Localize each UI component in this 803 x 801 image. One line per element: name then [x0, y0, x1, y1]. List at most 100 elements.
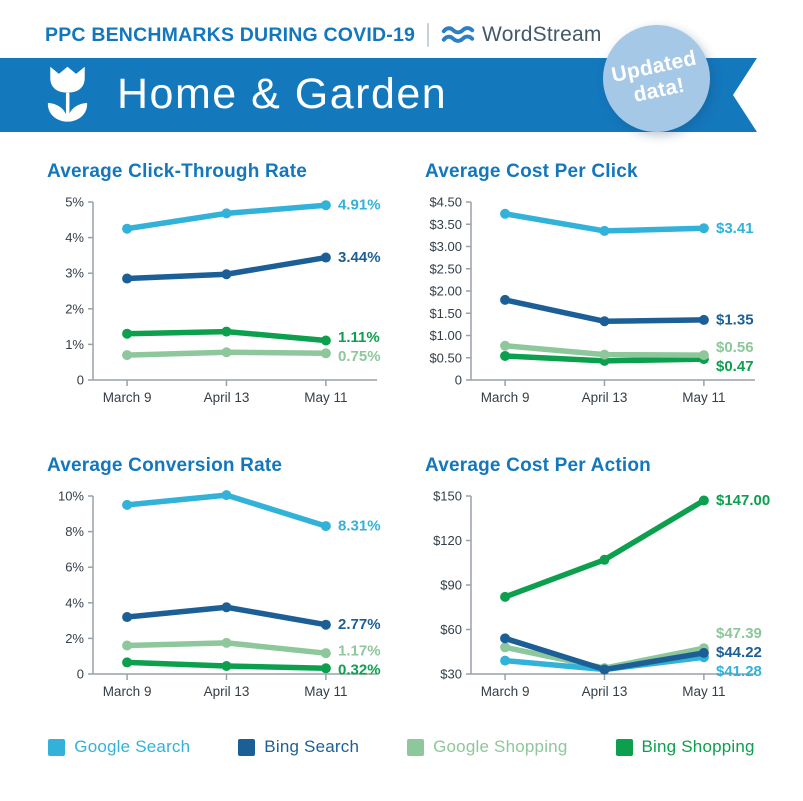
y-tick-label: $3.00: [429, 239, 462, 254]
y-tick-label: $1.00: [429, 328, 462, 343]
brand-name: WordStream: [482, 23, 602, 46]
y-tick-label: 6%: [65, 560, 84, 575]
chart-average-conversion-rate: Average Conversion Rate 10% 8% 6% 4% 2% 0 March…: [45, 455, 405, 726]
value-label-bing_search: $44.22: [716, 644, 762, 661]
value-label-bing_shopping: 1.11%: [338, 329, 380, 346]
legend-label: Bing Search: [264, 737, 360, 756]
y-tick-label: 0: [77, 373, 84, 388]
series-point-bing_shopping: [122, 328, 133, 339]
series-point-bing_search: [221, 269, 232, 280]
series-point-google_search: [500, 655, 511, 666]
series-point-bing_shopping: [500, 591, 511, 602]
chart-plot: 10% 8% 6% 4% 2% 0 March 9 April 13 May 11 8.31% 2.…: [58, 489, 381, 700]
legend-item-bing_shopping: Bing Shopping: [615, 737, 755, 757]
value-label-bing_search: 3.44%: [338, 249, 381, 266]
legend-item-bing_search: Bing Search: [238, 737, 359, 757]
series-point-bing_shopping: [698, 495, 709, 506]
series-point-bing_search: [122, 273, 133, 284]
x-tick-label: March 9: [481, 390, 530, 405]
y-tick-label: 2%: [65, 301, 84, 316]
series-point-bing_search: [500, 633, 511, 644]
series-point-google_search: [500, 208, 511, 219]
wordstream-brand: WordStream: [441, 23, 601, 47]
value-label-google_search: $41.28: [716, 663, 762, 680]
tulip-icon: [44, 65, 91, 125]
x-tick-label: April 13: [204, 684, 250, 699]
series-point-bing_shopping: [221, 326, 232, 337]
series-point-bing_shopping: [599, 554, 610, 565]
y-tick-label: 8%: [65, 524, 84, 539]
y-tick-label: $1.50: [429, 306, 462, 321]
y-tick-label: 10%: [58, 489, 84, 504]
series-point-google_shopping: [221, 347, 232, 358]
series-point-google_search: [122, 223, 133, 234]
divider: [427, 23, 430, 47]
legend: Google Search Bing Search Google Shopping B…: [0, 737, 803, 757]
legend-swatch-bing_shopping: [615, 738, 633, 756]
series-point-google_search: [698, 223, 709, 234]
x-tick-label: May 11: [682, 390, 725, 405]
topbar: PPC BENCHMARKS DURING COVID-19 WordStrea…: [45, 21, 602, 49]
x-tick-label: April 13: [204, 390, 250, 405]
series-point-google_shopping: [320, 648, 331, 659]
series-point-google_search: [221, 490, 232, 501]
series-point-bing_search: [500, 294, 511, 305]
series-point-bing_search: [698, 647, 709, 658]
series-point-google_shopping: [122, 350, 133, 361]
series-point-google_search: [221, 208, 232, 219]
x-tick-label: May 11: [682, 684, 725, 699]
y-tick-label: $0.50: [429, 350, 462, 365]
y-tick-label: $4.50: [429, 195, 462, 210]
value-label-google_shopping: $47.39: [716, 625, 762, 642]
legend-item-google_search: Google Search: [48, 737, 190, 757]
y-tick-label: 4%: [65, 595, 84, 610]
chart-title: Average Conversion Rate: [47, 455, 283, 476]
chart-average-cost-per-action: Average Cost Per Action $150 $120 $90 $60 $30…: [423, 455, 783, 726]
y-tick-label: 1%: [65, 337, 84, 352]
value-label-bing_search: 2.77%: [338, 616, 381, 633]
y-tick-label: 4%: [65, 230, 84, 245]
value-label-bing_search: $1.35: [716, 311, 754, 328]
page-kicker: PPC BENCHMARKS DURING COVID-19: [45, 23, 416, 46]
series-point-bing_shopping: [320, 335, 331, 346]
series-point-bing_search: [698, 314, 709, 325]
x-tick-label: March 9: [481, 684, 530, 699]
series-point-google_shopping: [698, 350, 709, 361]
value-label-google_shopping: 0.75%: [338, 348, 381, 365]
series-point-google_search: [320, 200, 331, 211]
series-point-google_search: [320, 521, 331, 532]
series-point-bing_search: [221, 602, 232, 613]
series-point-google_search: [599, 225, 610, 236]
value-label-bing_shopping: $0.47: [716, 358, 754, 375]
value-label-google_search: 8.31%: [338, 518, 381, 535]
value-label-google_search: $3.41: [716, 220, 754, 237]
x-tick-label: March 9: [103, 390, 152, 405]
series-point-bing_shopping: [221, 660, 232, 671]
wordstream-waves-icon: [441, 26, 475, 43]
series-point-bing_search: [599, 316, 610, 327]
legend-swatch-bing_search: [238, 738, 256, 756]
value-label-google_shopping: 1.17%: [338, 643, 381, 660]
value-label-bing_shopping: $147.00: [716, 492, 770, 509]
x-tick-label: May 11: [304, 684, 347, 699]
charts-grid: Average Click-Through Rate 5% 4% 3% 2% 1% 0 Mar…: [45, 161, 783, 726]
x-tick-label: April 13: [582, 684, 628, 699]
y-tick-label: $30: [440, 667, 462, 682]
series-line-bing_shopping: [502, 497, 707, 600]
x-tick-label: May 11: [304, 390, 347, 405]
y-tick-label: $90: [440, 578, 462, 593]
chart-title: Average Cost Per Action: [425, 455, 651, 476]
x-tick-label: March 9: [103, 684, 152, 699]
chart-average-click-through-rate: Average Click-Through Rate 5% 4% 3% 2% 1% 0 Mar…: [45, 161, 405, 432]
series-point-google_shopping: [500, 642, 511, 653]
value-label-google_search: 4.91%: [338, 197, 381, 214]
series-point-google_shopping: [221, 637, 232, 648]
series-point-bing_shopping: [500, 350, 511, 361]
y-tick-label: 5%: [65, 195, 84, 210]
chart-plot: $4.50 $3.50 $3.00 $2.50 $2.00 $1.50 $1.00 $0.50…: [429, 195, 755, 405]
y-tick-label: $2.00: [429, 284, 462, 299]
x-tick-label: April 13: [582, 390, 628, 405]
series-point-google_shopping: [122, 640, 133, 651]
y-tick-label: 2%: [65, 631, 84, 646]
chart-plot: 5% 4% 3% 2% 1% 0 March 9 April 13 May 11 4.91% 3.4…: [65, 195, 381, 406]
